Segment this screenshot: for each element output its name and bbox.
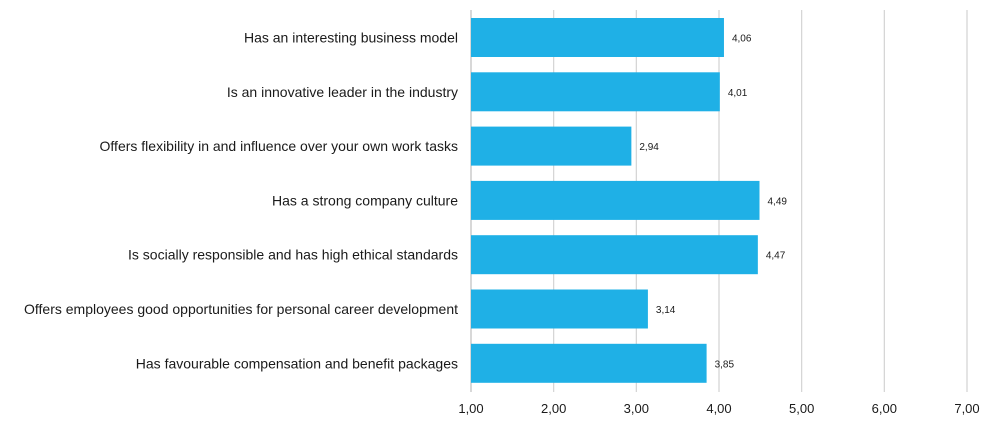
category-label: Has favourable compensation and benefit … xyxy=(136,355,458,371)
x-tick-label: 1,00 xyxy=(458,401,483,416)
category-label: Offers flexibility in and influence over… xyxy=(100,138,458,154)
data-label: 4,49 xyxy=(768,196,788,207)
x-tick-label: 7,00 xyxy=(954,401,979,416)
x-axis-ticks: 1,00 2,00 3,00 4,00 5,00 6,00 7,00 xyxy=(458,401,979,416)
category-label: Has a strong company culture xyxy=(272,192,458,208)
category-label: Is socially responsible and has high eth… xyxy=(128,247,458,263)
category-labels: Has an interesting business model Is an i… xyxy=(24,30,458,372)
data-label: 4,47 xyxy=(766,251,786,262)
x-tick-label: 6,00 xyxy=(872,401,897,416)
bar xyxy=(471,180,760,220)
bar xyxy=(471,18,724,57)
data-labels: 4,06 4,01 2,94 4,49 4,47 3,14 3,85 xyxy=(639,34,787,371)
data-label: 2,94 xyxy=(639,142,659,153)
x-tick-label: 2,00 xyxy=(541,401,566,416)
data-label: 3,85 xyxy=(715,359,735,370)
bars xyxy=(471,18,760,383)
data-label: 4,01 xyxy=(728,88,748,99)
category-label: Offers employees good opportunities for … xyxy=(24,301,458,317)
bar xyxy=(471,235,758,275)
x-tick-label: 5,00 xyxy=(789,401,814,416)
category-label: Has an interesting business model xyxy=(244,30,458,46)
x-tick-label: 4,00 xyxy=(706,401,731,416)
data-label: 3,14 xyxy=(656,305,676,316)
data-label: 4,06 xyxy=(732,34,752,45)
bar xyxy=(471,289,648,329)
bar xyxy=(471,126,632,166)
bar xyxy=(471,343,707,383)
x-tick-label: 3,00 xyxy=(624,401,649,416)
bar xyxy=(471,72,720,112)
category-label: Is an innovative leader in the industry xyxy=(227,84,458,100)
